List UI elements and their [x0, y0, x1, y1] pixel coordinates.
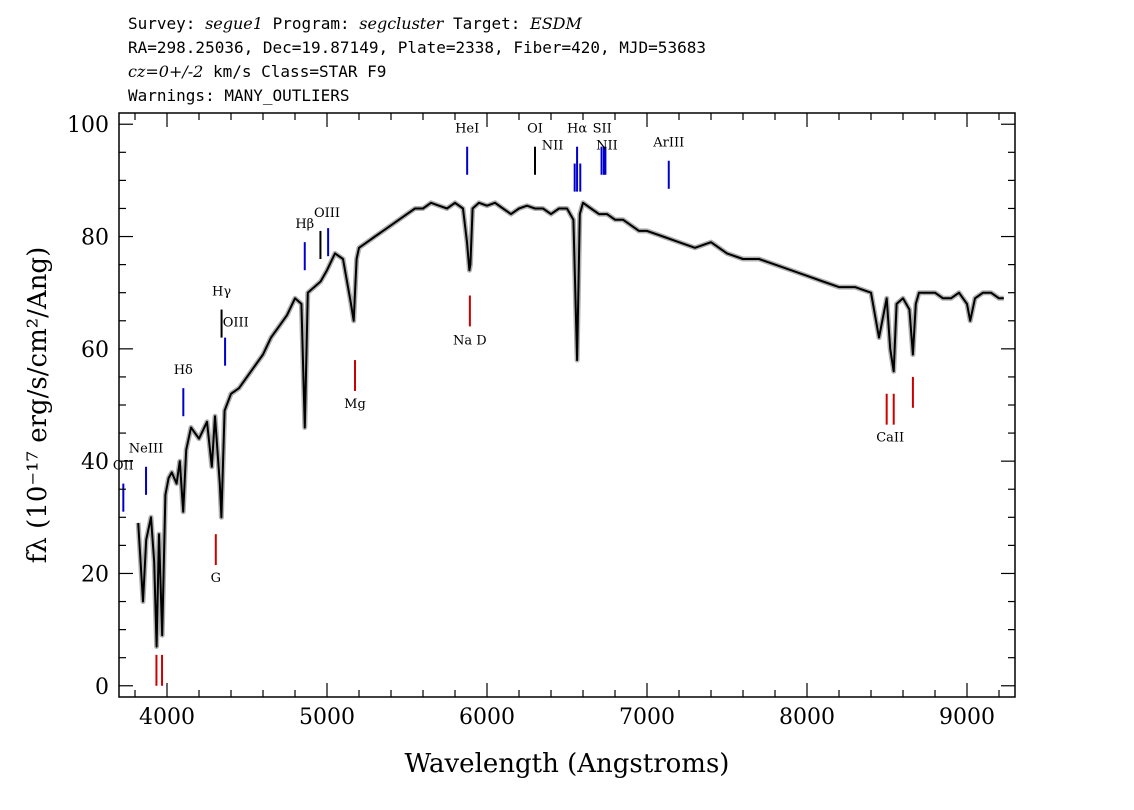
y-axis-title: fλ (10⁻¹⁷ erg/s/cm²/Ang)	[23, 247, 53, 563]
x-tick-label: 5000	[299, 705, 355, 730]
line-marker-label-0: OII	[113, 459, 134, 474]
plot-frame	[118, 112, 1016, 698]
x-tick-label: 9000	[939, 705, 995, 730]
line-marker-label-4: OIII	[223, 315, 249, 330]
line-marker-label-11: Hα	[567, 122, 587, 137]
header-line-warnings: Warnings: MANY_OUTLIERS	[128, 86, 350, 105]
x-tick-label: 6000	[459, 705, 515, 730]
line-marker-label-22: CaII	[876, 431, 904, 446]
line-marker-label-10: NII	[542, 139, 564, 154]
line-marker-label-16: ArIII	[652, 136, 684, 151]
y-tick-label: 100	[67, 113, 109, 138]
line-marker-label-2: Hδ	[174, 363, 193, 378]
line-marker-label-6: OIII	[314, 206, 340, 221]
program-key: Program:	[262, 14, 360, 33]
y-tick-label: 60	[81, 338, 109, 363]
line-marker-label-13: SII	[593, 122, 612, 137]
target-value: ESDM	[530, 14, 582, 33]
line-marker-label-9: OI	[527, 122, 543, 137]
x-tick-label: 8000	[779, 705, 835, 730]
redshift-value: cz=0+/-2	[128, 62, 204, 81]
program-value: segcluster	[359, 14, 444, 33]
spectrum-series-0	[137, 201, 1004, 648]
line-marker-label-21: Na D	[453, 333, 487, 348]
y-tick-label: 40	[81, 450, 109, 475]
x-tick-label: 4000	[139, 705, 195, 730]
line-marker-label-20: Mg	[344, 397, 366, 412]
error-band-0	[135, 200, 1004, 649]
y-tick-label: 80	[81, 226, 109, 251]
line-marker-label-8: HeI	[455, 122, 479, 137]
header-line-coordinates: RA=298.25036, Dec=19.87149, Plate=2338, …	[128, 38, 706, 57]
y-tick-label: 20	[81, 562, 109, 587]
line-marker-label-15: NII	[596, 139, 618, 154]
target-key: Target:	[443, 14, 531, 33]
header-line-survey: Survey: segue1 Program: segcluster Targe…	[128, 14, 582, 34]
survey-key: Survey:	[128, 14, 206, 33]
survey-value: segue1	[205, 14, 263, 33]
line-marker-label-1: NeIII	[129, 442, 163, 457]
line-marker-label-5: Hβ	[295, 217, 314, 232]
x-axis-title: Wavelength (Angstroms)	[405, 749, 730, 779]
x-tick-label: 7000	[619, 705, 675, 730]
y-tick-label: 0	[95, 675, 109, 700]
axis-ticks: 4000 5000 6000 7000 8000 9000 0 20 40 60 80 100	[67, 113, 1015, 730]
header-line-redshift: cz=0+/-2 km/s Class=STAR F9	[128, 62, 386, 82]
line-marker-label-3: Hγ	[212, 285, 231, 300]
class-value: km/s Class=STAR F9	[203, 62, 387, 81]
line-marker-label-19: G	[211, 571, 221, 586]
